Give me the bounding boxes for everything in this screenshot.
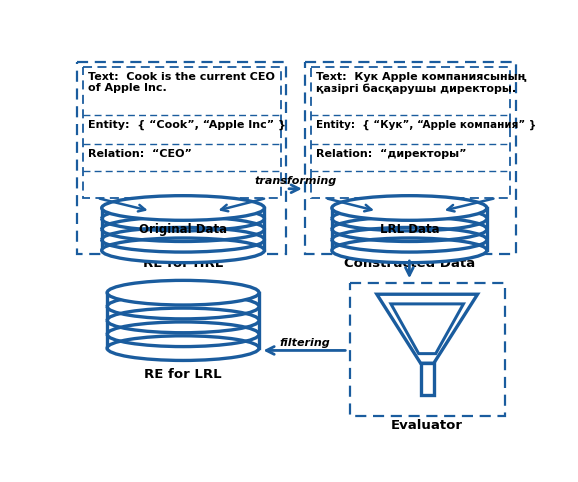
Bar: [77, 62, 286, 254]
Ellipse shape: [107, 281, 259, 305]
Text: Constructed Data: Constructed Data: [344, 257, 475, 270]
Bar: [421, 363, 434, 395]
Ellipse shape: [107, 336, 259, 361]
Bar: [83, 67, 281, 198]
Bar: [350, 283, 505, 416]
Text: Evaluator: Evaluator: [391, 419, 463, 432]
Text: LRL Data: LRL Data: [380, 223, 439, 236]
Text: filtering: filtering: [279, 338, 329, 348]
Ellipse shape: [332, 196, 487, 220]
Text: Text:  Кук Apple компаниясының
қазіргі басқарушы директоры.: Text: Кук Apple компаниясының қазіргі ба…: [316, 72, 526, 94]
Text: Entity:  { “Cook”, “Apple Inc” }: Entity: { “Cook”, “Apple Inc” }: [88, 120, 286, 130]
Bar: [305, 62, 516, 254]
Text: Relation:  “CEO”: Relation: “CEO”: [88, 149, 192, 159]
Text: transforming: transforming: [254, 176, 336, 187]
Ellipse shape: [102, 238, 265, 263]
Ellipse shape: [102, 196, 265, 220]
Bar: [332, 208, 487, 250]
Bar: [102, 208, 265, 250]
Text: Relation:  “директоры”: Relation: “директоры”: [316, 149, 466, 159]
Ellipse shape: [332, 238, 487, 263]
Text: Entity:  { “Кук”, “Apple компания” }: Entity: { “Кук”, “Apple компания” }: [316, 120, 536, 130]
Text: Original Data: Original Data: [139, 223, 227, 236]
Text: RE for LRL: RE for LRL: [144, 368, 222, 381]
Polygon shape: [377, 294, 477, 363]
Bar: [311, 67, 510, 198]
Text: RE for HRL: RE for HRL: [143, 257, 223, 270]
Bar: [107, 293, 259, 348]
Text: Text:  Cook is the current CEO
of Apple Inc.: Text: Cook is the current CEO of Apple I…: [88, 72, 275, 94]
